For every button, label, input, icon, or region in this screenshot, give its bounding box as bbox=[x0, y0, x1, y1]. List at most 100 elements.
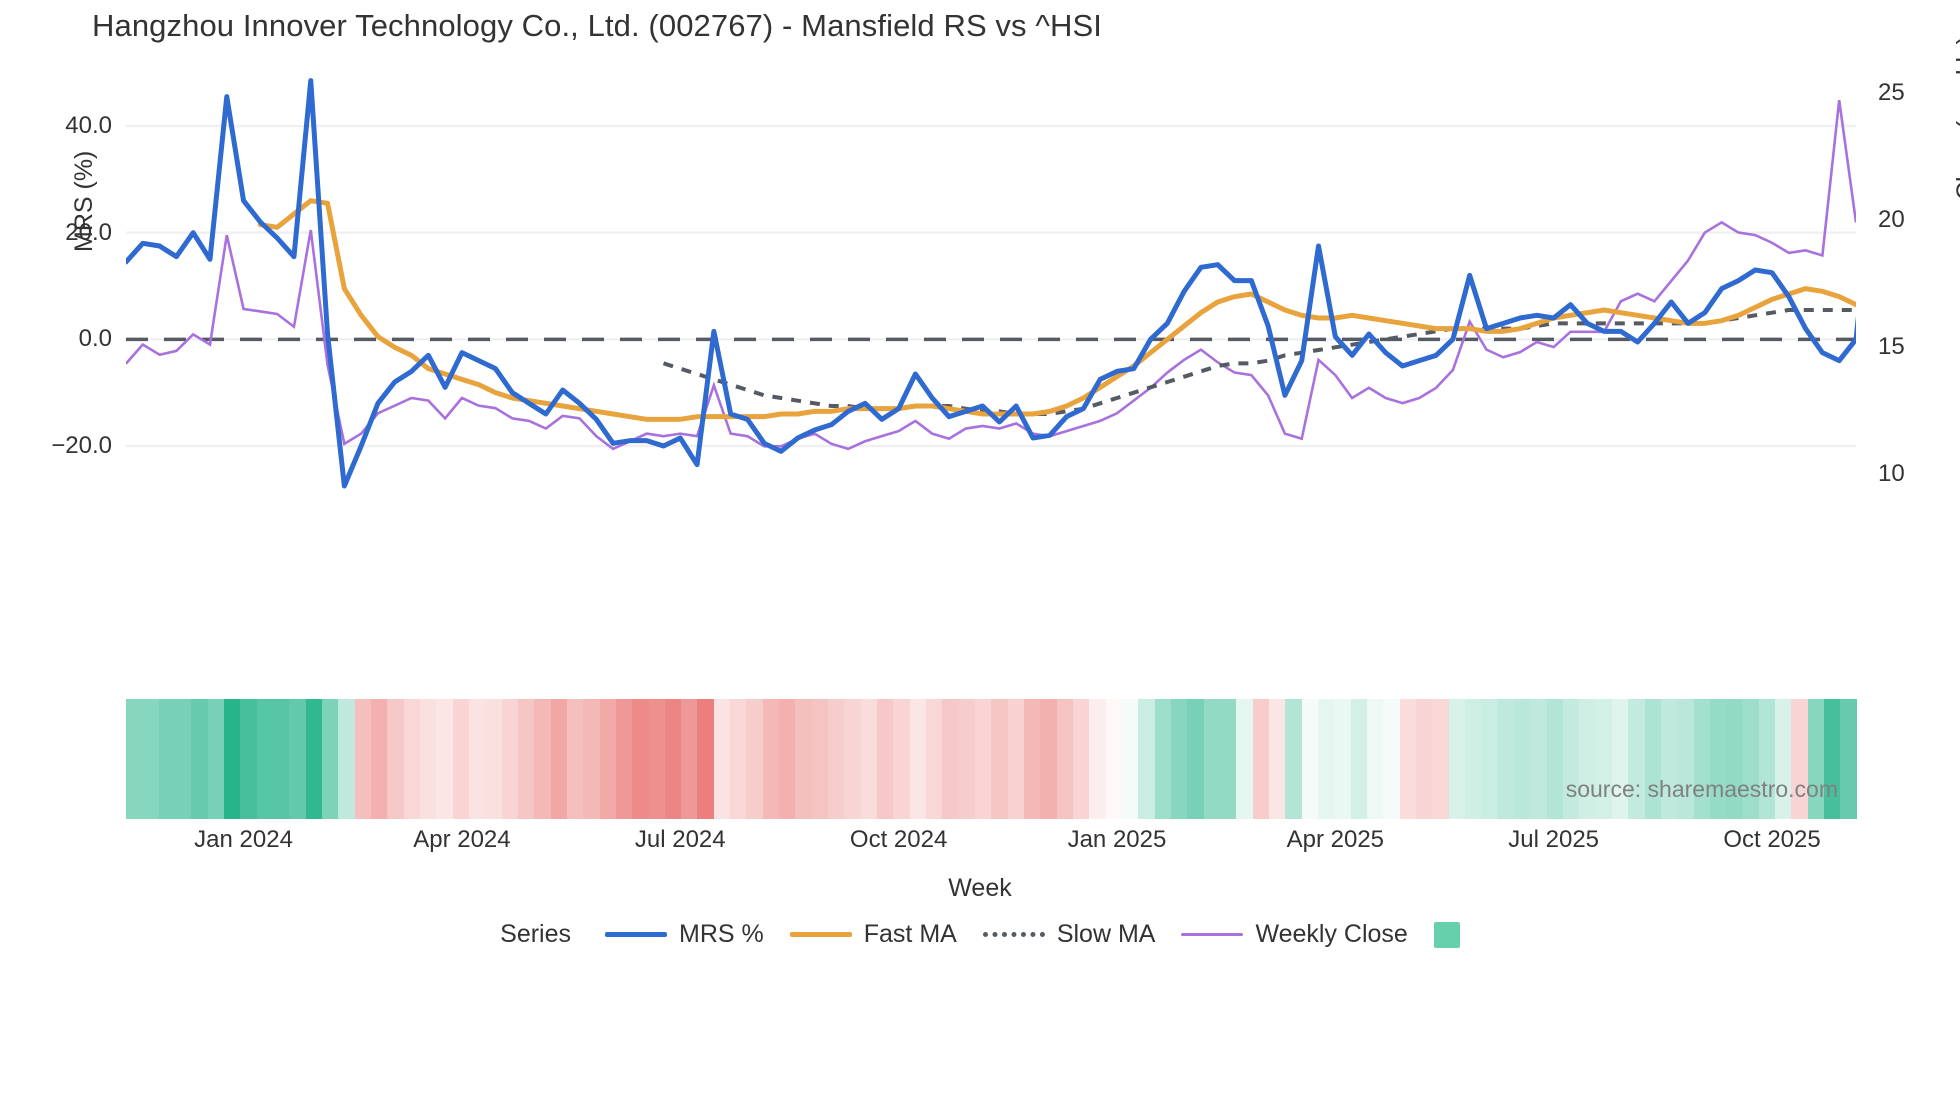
y-axis-left-tick-label: 20.0 bbox=[65, 218, 112, 246]
chart-legend: Series MRS % Fast MA Slow MA Weekly Close bbox=[0, 920, 1960, 949]
heatmap-cell bbox=[1366, 699, 1384, 819]
x-axis-tick-label: Apr 2025 bbox=[1286, 826, 1385, 853]
heatmap-cell bbox=[975, 699, 992, 819]
heatmap-cell bbox=[795, 699, 812, 819]
series-line-slow-ma bbox=[662, 308, 1856, 416]
heatmap-cell bbox=[1187, 699, 1204, 819]
y-axis-left-tick-label: 0.0 bbox=[78, 325, 112, 353]
heatmap-cell bbox=[991, 699, 1008, 819]
legend-item[interactable] bbox=[1433, 921, 1460, 948]
heatmap-cell bbox=[174, 699, 192, 819]
x-axis-tick-label: Jan 2025 bbox=[1067, 826, 1167, 853]
heatmap-cell bbox=[1791, 699, 1808, 819]
heatmap-cell bbox=[207, 699, 224, 819]
x-axis-title: Week bbox=[948, 874, 1012, 902]
heatmap-cell bbox=[1024, 699, 1041, 819]
heatmap-cell bbox=[1056, 699, 1074, 819]
heatmap-cell bbox=[370, 699, 388, 819]
legend-item[interactable]: MRS % bbox=[605, 920, 764, 949]
heatmap-cell bbox=[517, 699, 535, 819]
heatmap-cell bbox=[893, 699, 910, 819]
y-axis-right-tick-label: 10 bbox=[1878, 460, 1905, 488]
heatmap-cell bbox=[1138, 699, 1155, 819]
x-axis-labels: Jan 2024 Apr 2024 Jul 2024 Oct 2024 Jan 2025… bbox=[126, 826, 1856, 866]
heatmap-cell bbox=[1268, 699, 1286, 819]
heatmap-cell bbox=[1301, 699, 1318, 819]
x-axis-tick-label: Jan 2024 bbox=[194, 826, 293, 853]
heatmap-cell bbox=[485, 699, 502, 819]
gridlines bbox=[126, 124, 1856, 448]
heatmap-cell bbox=[615, 699, 633, 819]
legend-item[interactable]: Fast MA bbox=[789, 920, 957, 949]
y-axis-right-tick-label: 15 bbox=[1878, 333, 1905, 361]
heatmap-cell bbox=[1464, 699, 1482, 819]
heatmap-cell bbox=[1252, 699, 1269, 819]
heatmap-cell bbox=[223, 699, 241, 819]
heatmap-cell bbox=[1007, 699, 1025, 819]
heatmap-cell bbox=[1807, 699, 1825, 819]
heatmap-cell bbox=[844, 699, 861, 819]
heatmap-cell bbox=[1399, 699, 1416, 819]
heatmap-cell bbox=[338, 699, 355, 819]
heatmap-cell bbox=[1562, 699, 1580, 819]
legend-color-box-icon bbox=[1433, 921, 1460, 948]
legend-item[interactable]: Weekly Close bbox=[1181, 920, 1408, 949]
heatmap-cell bbox=[419, 699, 437, 819]
heatmap-cell bbox=[1693, 699, 1710, 819]
series-line-mrs bbox=[126, 78, 1856, 489]
heatmap-cell bbox=[958, 699, 976, 819]
heatmap-cell bbox=[436, 699, 453, 819]
heatmap-cell bbox=[1415, 699, 1433, 819]
series-line-fast-ma bbox=[257, 198, 1856, 422]
heatmap-cell bbox=[909, 699, 927, 819]
heatmap-cell bbox=[942, 699, 959, 819]
x-axis-tick-label: Oct 2025 bbox=[1723, 826, 1821, 853]
heatmap-cell bbox=[730, 699, 747, 819]
y-axis-right-tick-label: 25 bbox=[1878, 78, 1905, 106]
heatmap-cell bbox=[1285, 699, 1302, 819]
y-axis-left-tick-label: 40.0 bbox=[65, 112, 112, 139]
heatmap-cell bbox=[664, 699, 682, 819]
regime-heatmap: source: sharemaestro.com bbox=[126, 699, 1857, 819]
heatmap-cell bbox=[126, 699, 143, 819]
heatmap-cell bbox=[779, 699, 796, 819]
heatmap-cell bbox=[648, 699, 665, 819]
heatmap-cell bbox=[811, 699, 829, 819]
heatmap-cell bbox=[1219, 699, 1237, 819]
heatmap-strip bbox=[126, 699, 1857, 819]
legend-title: Series bbox=[500, 920, 572, 948]
heatmap-cell bbox=[697, 699, 714, 819]
heatmap-cell bbox=[1497, 699, 1514, 819]
heatmap-cell bbox=[632, 699, 649, 819]
heatmap-cell bbox=[1448, 699, 1465, 819]
heatmap-cell bbox=[1611, 699, 1629, 819]
legend-item[interactable]: Slow MA bbox=[982, 920, 1155, 949]
heatmap-cell bbox=[256, 699, 273, 819]
heatmap-cell bbox=[1546, 699, 1563, 819]
x-axis-tick-label: Jul 2025 bbox=[1508, 826, 1600, 853]
heatmap-cell bbox=[1073, 699, 1090, 819]
heatmap-cell bbox=[1579, 699, 1596, 819]
heatmap-cell bbox=[762, 699, 780, 819]
y-axis-left-tick-label: −20.0 bbox=[51, 432, 112, 459]
heatmap-cell bbox=[1040, 699, 1057, 819]
heatmap-cell bbox=[746, 699, 763, 819]
series-line-weekly-close bbox=[126, 100, 1856, 451]
heatmap-cell bbox=[1758, 699, 1776, 819]
heatmap-cell bbox=[599, 699, 616, 819]
heatmap-cell bbox=[566, 699, 584, 819]
heatmap-cell bbox=[1628, 699, 1645, 819]
heatmap-cell bbox=[1530, 699, 1547, 819]
y-axis-right-tick-label: 20 bbox=[1878, 205, 1905, 233]
source-watermark: source: sharemaestro.com bbox=[1565, 776, 1838, 802]
plot-area: 40.0 20.0 0.0 −20.0 25 20 15 10 MRS (%) bbox=[51, 62, 1905, 510]
x-axis-tick-label: Jul 2024 bbox=[634, 826, 726, 853]
x-axis-tick-label: Apr 2024 bbox=[413, 826, 511, 853]
heatmap-cell bbox=[877, 699, 894, 819]
heatmap-cell bbox=[1513, 699, 1531, 819]
heatmap-cell bbox=[240, 699, 257, 819]
legend-line-icon bbox=[605, 932, 668, 937]
heatmap-cell bbox=[713, 699, 731, 819]
heatmap-cell bbox=[1775, 699, 1792, 819]
